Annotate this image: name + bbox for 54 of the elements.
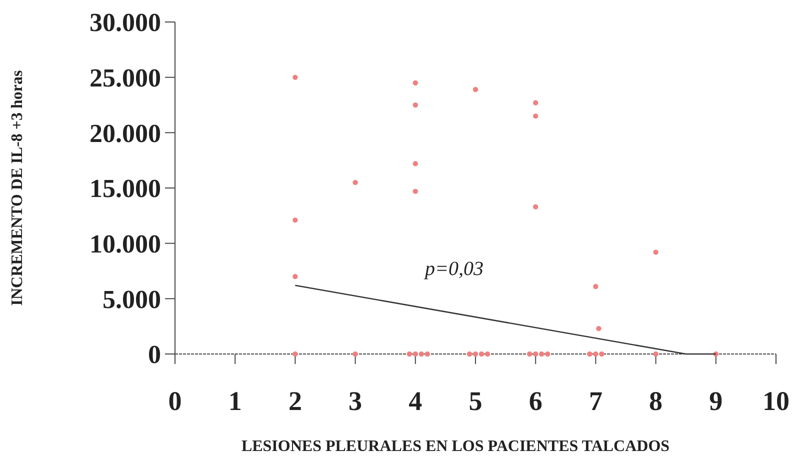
point (292, 74, 298, 80)
y-tick-label: 15.000 (90, 174, 161, 204)
x-tick-label: 7 (588, 386, 602, 416)
point (406, 351, 412, 357)
point (533, 113, 538, 119)
point (599, 351, 604, 357)
x-tick-label: 6 (528, 386, 542, 416)
point (526, 351, 532, 357)
point (587, 351, 592, 357)
point (412, 102, 418, 108)
point (424, 351, 430, 357)
point (545, 351, 550, 357)
x-tick-label: 5 (468, 386, 482, 416)
y-tick-label: 10.000 (90, 229, 161, 258)
point (539, 351, 544, 357)
x-tick-label: 10 (762, 386, 790, 416)
point (292, 351, 298, 357)
point (352, 351, 358, 357)
point (653, 351, 658, 357)
point (533, 100, 538, 106)
point (593, 284, 598, 290)
point (533, 351, 538, 357)
point (472, 351, 478, 357)
point (292, 274, 298, 280)
point (412, 161, 418, 166)
point (352, 180, 358, 186)
x-tick-label: 3 (348, 386, 362, 416)
y-tick-label: 20.000 (90, 118, 161, 148)
y-tick-label: 25.000 (90, 63, 161, 92)
point (484, 351, 490, 357)
x-tick-label: 2 (288, 386, 302, 416)
point (653, 250, 658, 255)
point (593, 351, 598, 357)
point (478, 351, 484, 357)
point (418, 351, 424, 357)
y-tick-label: 5.000 (102, 284, 161, 314)
point (292, 217, 298, 223)
point (472, 86, 478, 92)
x-tick-label: 1 (228, 386, 242, 416)
x-tick-label: 9 (709, 386, 723, 416)
annotation: p=0,03 (423, 258, 484, 280)
y-tick-label: 30.000 (90, 8, 161, 38)
x-tick-label: 0 (168, 386, 182, 416)
point (412, 351, 418, 357)
x-tick-label: 8 (649, 386, 663, 416)
point (466, 351, 472, 357)
point (596, 326, 602, 332)
point (412, 80, 418, 86)
y-axis-title: INCREMENTO DE IL-8 +3 horas (9, 70, 26, 306)
point (533, 204, 538, 210)
point (412, 188, 418, 194)
x-tick-label: 4 (408, 386, 422, 416)
x-axis-title: LESIONES PLEURALES EN LOS PACIENTES TALCADOS (241, 438, 670, 455)
y-tick-label: 0 (148, 340, 161, 370)
